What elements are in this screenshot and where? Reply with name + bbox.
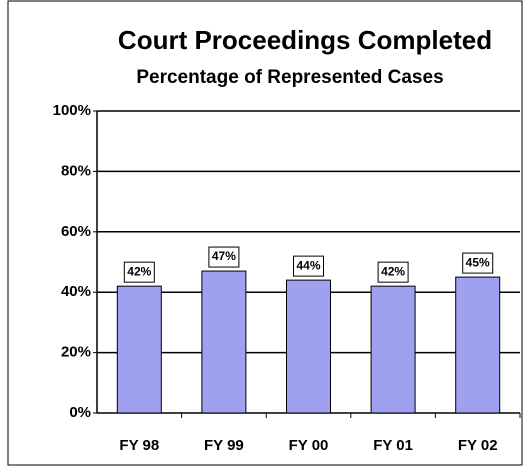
chart-title: Court Proceedings Completed (118, 25, 492, 55)
y-tick-label: 40% (61, 283, 91, 300)
value-label-box (123, 261, 155, 283)
y-tick-label: 80% (61, 162, 91, 179)
value-label: 42% (381, 264, 405, 278)
chart-subtitle: Percentage of Represented Cases (136, 67, 443, 88)
value-label-box (293, 255, 324, 277)
x-tick-label: FY 98 (119, 437, 159, 454)
y-tick-label: 100% (53, 102, 91, 119)
value-label: 42% (127, 264, 151, 278)
bar (455, 276, 501, 414)
value-label-box (462, 252, 494, 274)
value-label-box (208, 246, 240, 268)
y-tick-label: 60% (61, 223, 91, 240)
y-tick-label: 0% (69, 404, 91, 421)
x-tick-label: FY 02 (458, 437, 498, 454)
frame (7, 0, 523, 466)
bar (370, 285, 416, 414)
y-tick-label: 20% (61, 344, 91, 361)
value-label: 45% (466, 255, 490, 269)
bar (116, 285, 162, 414)
value-label: 47% (212, 249, 236, 263)
x-tick-label: FY 01 (373, 437, 413, 454)
x-tick-label: FY 00 (289, 437, 329, 454)
value-label-box (377, 261, 409, 283)
x-tick-label: FY 99 (204, 437, 244, 454)
bar (201, 270, 247, 414)
bar (286, 279, 331, 414)
value-label: 44% (296, 258, 320, 272)
